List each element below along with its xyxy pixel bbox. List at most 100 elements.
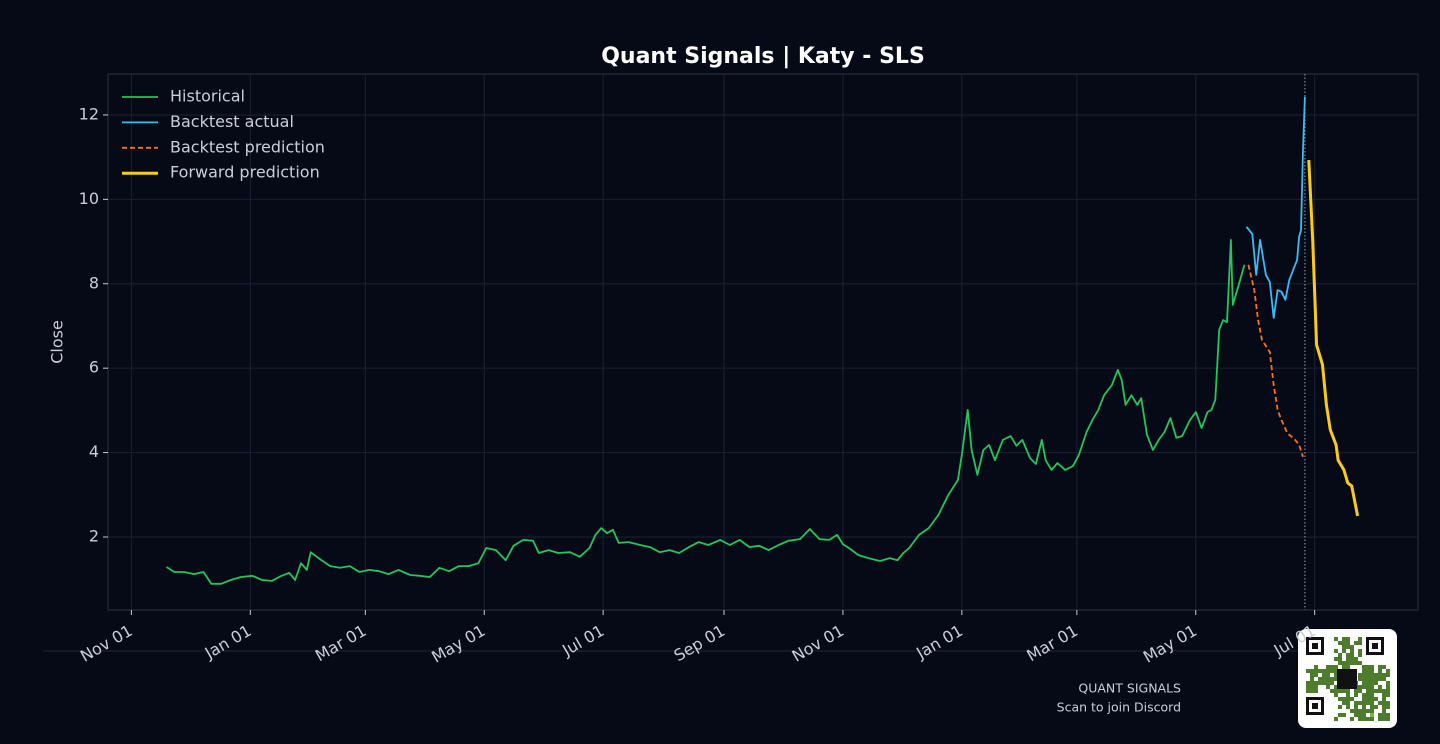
qr-cell — [1358, 661, 1362, 665]
qr-cell — [1386, 685, 1390, 689]
qr-cell — [1358, 713, 1362, 717]
watermark-title: QUANT SIGNALS — [1078, 681, 1181, 696]
x-tick-label: May 01 — [1140, 621, 1200, 667]
y-tick-label: 12 — [79, 104, 99, 123]
qr-cell — [1318, 669, 1322, 673]
qr-cell — [1370, 677, 1374, 681]
qr-cell — [1314, 685, 1318, 689]
qr-cell — [1330, 669, 1334, 673]
qr-cell — [1346, 689, 1350, 693]
qr-code — [1298, 629, 1397, 728]
qr-cell — [1362, 709, 1366, 713]
plot-area — [107, 73, 1419, 611]
qr-cell — [1334, 657, 1338, 661]
qr-cell — [1338, 689, 1342, 693]
x-tick-label: Mar 01 — [1023, 621, 1081, 665]
qr-cell — [1370, 665, 1374, 669]
qr-cell — [1362, 677, 1366, 681]
qr-cell — [1350, 649, 1354, 653]
qr-cell — [1378, 689, 1382, 693]
qr-cell — [1386, 669, 1390, 673]
qr-cell — [1346, 705, 1350, 709]
qr-cell — [1346, 653, 1350, 657]
x-tick-label: Nov 01 — [789, 621, 848, 666]
qr-cell — [1370, 669, 1374, 673]
qr-cell — [1366, 693, 1370, 697]
qr-cell — [1362, 701, 1366, 705]
qr-cell — [1314, 681, 1318, 685]
x-tick-label: Jan 01 — [912, 621, 966, 663]
y-tick-label: 6 — [89, 358, 99, 377]
qr-cell — [1342, 661, 1346, 665]
qr-cell — [1314, 673, 1318, 677]
qr-cell — [1382, 697, 1386, 701]
qr-cell — [1358, 673, 1362, 677]
qr-cell — [1370, 713, 1374, 717]
qr-cell — [1386, 681, 1390, 685]
qr-cell — [1386, 689, 1390, 693]
qr-cell — [1354, 689, 1358, 693]
qr-cell — [1354, 641, 1358, 645]
qr-cell — [1334, 637, 1338, 641]
qr-cell — [1338, 653, 1342, 657]
qr-cell — [1374, 705, 1378, 709]
qr-cell — [1378, 717, 1382, 721]
qr-cell — [1358, 637, 1362, 641]
qr-cell — [1310, 677, 1314, 681]
qr-cell — [1366, 677, 1370, 681]
qr-cell — [1382, 665, 1386, 669]
qr-cell — [1386, 693, 1390, 697]
qr-cell — [1330, 689, 1334, 693]
qr-cell — [1306, 681, 1310, 685]
qr-cell — [1326, 685, 1330, 689]
qr-cell — [1342, 649, 1346, 653]
qr-cell — [1366, 681, 1370, 685]
qr-cell — [1374, 697, 1378, 701]
series-line — [1307, 160, 1360, 517]
legend-label: Forward prediction — [170, 163, 320, 182]
qr-cell — [1378, 701, 1382, 705]
qr-cell — [1382, 673, 1386, 677]
qr-cell — [1382, 705, 1386, 709]
qr-cell — [1350, 661, 1354, 665]
qr-cell — [1346, 657, 1350, 661]
qr-cell — [1310, 673, 1314, 677]
qr-cell — [1322, 669, 1326, 673]
qr-cell — [1354, 713, 1358, 717]
qr-cell — [1370, 697, 1374, 701]
qr-cell — [1358, 677, 1362, 681]
qr-cell — [1370, 689, 1374, 693]
qr-cell — [1322, 677, 1326, 681]
qr-cell — [1330, 677, 1334, 681]
qr-cell — [1358, 701, 1362, 705]
series-line — [166, 239, 1246, 585]
qr-cell — [1370, 717, 1374, 721]
qr-cell — [1382, 717, 1386, 721]
qr-cell — [1318, 677, 1322, 681]
qr-cell — [1354, 705, 1358, 709]
qr-cell — [1374, 681, 1378, 685]
qr-cell — [1346, 701, 1350, 705]
qr-cell — [1378, 677, 1382, 681]
qr-cell — [1382, 701, 1386, 705]
qr-cell — [1354, 701, 1358, 705]
qr-cell — [1374, 673, 1378, 677]
qr-cell — [1382, 693, 1386, 697]
qr-cell — [1326, 665, 1330, 669]
qr-cell — [1386, 673, 1390, 677]
legend-label: Historical — [170, 87, 245, 106]
qr-cell — [1326, 681, 1330, 685]
series-line — [1245, 96, 1306, 319]
qr-cell — [1378, 685, 1382, 689]
qr-cell — [1346, 661, 1350, 665]
qr-finder — [1312, 703, 1318, 709]
qr-cell — [1374, 677, 1378, 681]
legend-label: Backtest prediction — [170, 137, 325, 156]
qr-cell — [1350, 653, 1354, 657]
qr-cell — [1362, 697, 1366, 701]
qr-cell — [1338, 661, 1342, 665]
qr-cell — [1338, 705, 1342, 709]
qr-cell — [1330, 681, 1334, 685]
qr-cell — [1334, 669, 1338, 673]
